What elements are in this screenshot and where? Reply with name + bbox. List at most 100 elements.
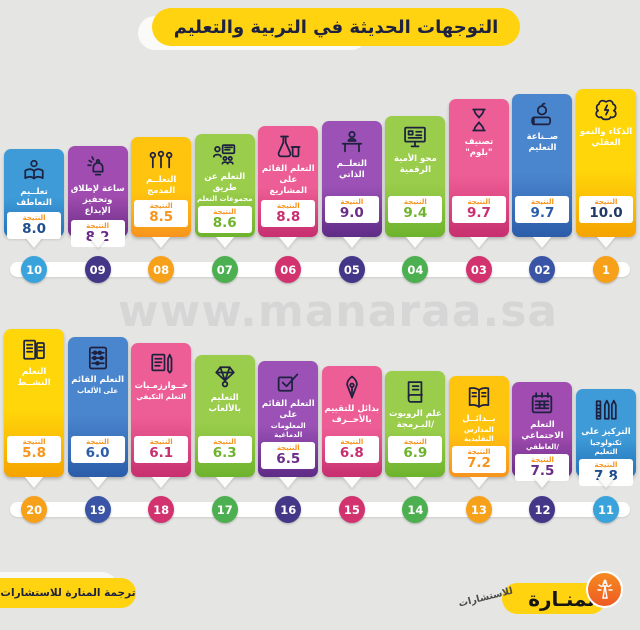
- trend-column: التعلــم الذاتي النتيجة 9.0: [321, 121, 382, 248]
- trend-subtitle: /العاطفي: [526, 443, 559, 452]
- rank-badge: 02: [529, 256, 556, 283]
- score-box: النتيجة 9.0: [324, 196, 379, 223]
- card-tail: [152, 237, 171, 248]
- trend-title: التعليم بالألعاب: [208, 393, 241, 415]
- score-label: النتيجة: [276, 444, 300, 453]
- trend-card: التعلــم المدمج النتيجة 8.5: [131, 137, 192, 237]
- trend-card: تعلــيم التعاطف النتيجة 8.0: [4, 149, 65, 239]
- trend-column: التعليم بالألعاب النتيجة 6.3: [194, 355, 255, 488]
- trend-title: صــناعة التعليم: [526, 132, 559, 154]
- score-label: النتيجة: [213, 438, 237, 447]
- tablet-book-icon: [20, 336, 48, 364]
- trend-title: التعلم الاجتماعي: [521, 420, 564, 442]
- score-box: النتيجة 8.6: [197, 206, 252, 234]
- trend-card: علم الروبوت /البـرمجة النتيجة 6.9: [385, 371, 446, 477]
- score-label: النتيجة: [531, 198, 554, 207]
- score-value: 5.8: [22, 445, 47, 462]
- score-box: النتيجة 8.8: [261, 200, 316, 227]
- card-tail: [152, 477, 171, 488]
- card-tail: [597, 477, 615, 488]
- trend-card: التعليم بالألعاب النتيجة 6.3: [194, 355, 255, 477]
- card-tail: [597, 237, 615, 248]
- trend-title: الذكاء والنمو العقلي: [579, 127, 633, 149]
- book-icon: [401, 378, 429, 406]
- trend-card: التعلم عن طريق مجموعات التعلم النتيجة 8.…: [194, 134, 255, 237]
- score-value: 8.0: [22, 221, 47, 238]
- trend-column: محو الأمية الرقمية النتيجة 9.4: [385, 116, 446, 248]
- trend-column: الذكاء والنمو العقلي النتيجة 10.0: [576, 89, 636, 248]
- trend-card: التعلم النشــط النتيجة 5.8: [4, 329, 65, 477]
- calendar-icon: [528, 389, 556, 417]
- trend-title: ساعة لإطلاق وتحفيز الإبداع: [70, 184, 125, 217]
- trend-column: التعلم القائم على الألعاب النتيجة 6.0: [67, 337, 128, 488]
- monitor-icon: [401, 123, 429, 151]
- score-value: 6.3: [212, 445, 237, 462]
- trend-card: خــوارزمـيات التعلم التكيفي النتيجة 6.1: [131, 343, 192, 477]
- trend-subtitle: مجموعات التعلم: [196, 195, 253, 204]
- score-label: النتيجة: [149, 202, 173, 211]
- trend-card: بــدائــل المدارس التقليدية النتيجة 7.2: [448, 376, 509, 477]
- rank-badge: 11: [593, 496, 619, 523]
- score-label: النتيجة: [467, 448, 491, 457]
- score-label: النتيجة: [22, 214, 46, 223]
- score-value: 8.6: [212, 215, 237, 232]
- trend-title: بــدائــل: [462, 414, 496, 424]
- score-value: 6.8: [339, 445, 364, 462]
- rank-badge: 04: [402, 256, 429, 283]
- score-box: النتيجة 10.0: [579, 196, 633, 223]
- card-tail: [279, 477, 298, 488]
- score-value: 9.7: [530, 205, 555, 222]
- trend-subtitle: التعلم التكيفي: [136, 393, 186, 402]
- watermark: www.manaraa.sa: [118, 286, 559, 337]
- trend-title: التعلم القائم على: [261, 399, 315, 421]
- trend-column: التركيز على تكنولوجيا التعليم النتيجة 7.…: [576, 389, 636, 488]
- trend-card: التركيز على تكنولوجيا التعليم النتيجة 7.…: [576, 389, 636, 487]
- trend-column: التعلم القائم على المعلومات الدماغية الن…: [258, 361, 319, 488]
- score-box: النتيجة 7.5: [515, 454, 570, 482]
- trend-column: بــدائــل المدارس التقليدية النتيجة 7.2: [448, 376, 509, 488]
- score-label: النتيجة: [531, 456, 554, 465]
- trend-title: التعلم عن طريق: [204, 172, 246, 194]
- trend-card: التعلم القائم على الألعاب النتيجة 6.0: [67, 337, 128, 477]
- trend-column: تعلــيم التعاطف النتيجة 8.0: [4, 149, 65, 248]
- rank-badge: 1: [593, 256, 619, 283]
- trend-card: صــناعة التعليم النتيجة 9.7: [512, 94, 573, 237]
- score-label: النتيجة: [149, 438, 173, 447]
- notebook-pencil-icon: [147, 350, 175, 378]
- trend-column: علم الروبوت /البـرمجة النتيجة 6.9: [385, 371, 446, 488]
- trend-title: التعلم النشــط: [17, 367, 51, 389]
- score-label: النتيجة: [340, 198, 364, 207]
- card-tail: [406, 477, 425, 488]
- stationery-icon: [592, 396, 620, 424]
- trend-card: تصنيف "بلوم" النتيجة 9.7: [448, 99, 509, 237]
- trend-card: التعلم القائم على المعلومات الدماغية الن…: [258, 361, 319, 477]
- page-title: التوجهات الحديثة في التربية والتعليم: [173, 16, 499, 38]
- trend-card: التعلم الاجتماعي /العاطفي النتيجة 7.5: [512, 382, 573, 482]
- trend-subtitle: على الألعاب: [77, 387, 119, 396]
- rank-badge: 17: [211, 496, 238, 523]
- rank-badge: 10: [21, 256, 48, 283]
- trend-column: التعلم النشــط النتيجة 5.8: [4, 329, 65, 488]
- score-label: النتيجة: [467, 198, 491, 207]
- score-value: 8.8: [276, 209, 301, 226]
- rank-badge: 14: [402, 496, 429, 523]
- group-presentation-icon: [211, 141, 239, 169]
- trend-subtitle: تكنولوجيا التعليم: [590, 439, 622, 457]
- rank-badge: 05: [338, 256, 365, 283]
- brain-icon: [592, 96, 620, 124]
- score-box: النتيجة 8.0: [7, 212, 62, 239]
- card-tail: [342, 477, 361, 488]
- title-banner: التوجهات الحديثة في التربية والتعليم: [152, 8, 520, 46]
- rank-badge: 12: [529, 496, 556, 523]
- pen-nib-icon: [338, 373, 366, 401]
- score-value: 9.4: [403, 205, 428, 222]
- trend-card: التعلــم الذاتي النتيجة 9.0: [321, 121, 382, 237]
- trend-title: محو الأمية الرقمية: [393, 154, 437, 176]
- card-tail: [342, 237, 361, 248]
- trend-title: التعلــم الذاتي: [336, 159, 367, 181]
- score-label: النتيجة: [594, 461, 618, 470]
- trend-card: الذكاء والنمو العقلي النتيجة 10.0: [576, 89, 636, 237]
- score-box: النتيجة 9.4: [388, 196, 443, 223]
- book-apple-icon: [528, 101, 556, 129]
- trend-column: ساعة لإطلاق وتحفيز الإبداع النتيجة 8.2: [67, 146, 128, 248]
